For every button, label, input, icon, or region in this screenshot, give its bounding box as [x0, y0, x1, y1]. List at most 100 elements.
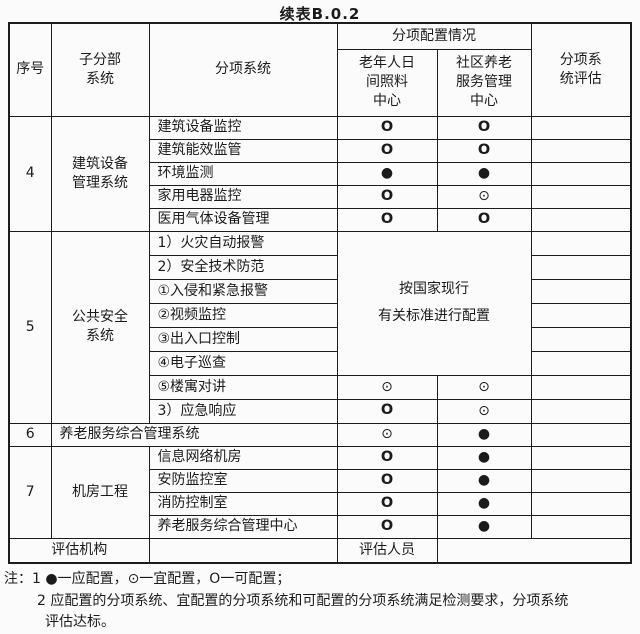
config-community-cell: O — [436, 207, 532, 232]
config-daycare-cell: O — [336, 207, 438, 232]
table-row: 养老服务综合管理中心 O ● — [9, 514, 632, 539]
config-table: 序号 子分部 系统 分项系统 分项配置情况 分项系 统评估 老年人日 间照料 中… — [8, 22, 632, 564]
config-community-cell: ● — [436, 161, 532, 186]
evaluation-cell — [530, 207, 632, 232]
config-community-cell: ● — [436, 422, 532, 447]
header-config-group: 分项配置情况 — [336, 22, 532, 50]
note-line-1: 注：1 ●一应配置，⊙一宜配置，O一可配置； — [4, 569, 640, 591]
config-daycare-cell: ● — [336, 161, 438, 186]
subsystem-cell: 环境监测 — [148, 161, 338, 186]
subsystem-cell: 2）安全技术防范 — [148, 254, 338, 280]
config-community-cell: ⊙ — [436, 374, 532, 400]
config-symbol: ● — [477, 472, 491, 489]
subsystem-cell: ③出入口控制 — [148, 326, 338, 352]
serial-cell: 4 — [8, 115, 52, 232]
config-symbol: O — [380, 118, 394, 135]
subsystem-cell: 医用气体设备管理 — [148, 207, 338, 232]
subsystem-cell: 养老服务综合管理系统 — [50, 422, 338, 447]
evaluation-cell — [530, 254, 632, 280]
config-symbol: O — [380, 448, 394, 465]
config-symbol: O — [380, 187, 394, 204]
footer-row: 评估机构 评估人员 — [8, 537, 632, 564]
subsystem-cell: 建筑设备监控 — [148, 115, 338, 140]
subdivision-cell: 公共安全 系统 — [50, 230, 150, 424]
evaluation-cell — [530, 374, 632, 400]
evaluation-org-blank-cell — [148, 537, 338, 564]
note-line-2: 2 应配置的分项系统、宜配置的分项系统和可配置的分项系统满足检测要求，分项系统 — [37, 592, 569, 609]
config-community-cell: ● — [436, 468, 532, 493]
config-symbol: O — [477, 141, 491, 158]
config-symbol: O — [477, 118, 491, 135]
config-community-cell: ⊙ — [436, 184, 532, 209]
config-symbol: O — [380, 402, 394, 419]
table-row: 2）安全技术防范 — [9, 254, 632, 280]
config-symbol: ⊙ — [478, 378, 490, 395]
evaluation-cell — [530, 184, 632, 209]
evaluation-cell — [530, 491, 632, 516]
subsystem-cell: 建筑能效监管 — [148, 138, 338, 163]
serial-cell: 6 — [8, 422, 52, 447]
config-symbol: O — [380, 141, 394, 158]
header-row-sub: 老年人日 间照料 中心 社区养老 服务管理 中心 — [9, 48, 631, 117]
subsystem-cell: 安防监控室 — [148, 468, 338, 493]
config-community-cell: ⊙ — [436, 398, 532, 424]
subsystem-cell: 养老服务综合管理中心 — [148, 514, 338, 539]
evaluation-cell — [530, 326, 632, 352]
subsystem-cell: ①入侵和紧急报警 — [148, 278, 338, 304]
config-symbol: ⊙ — [478, 188, 490, 205]
header-subdivision: 子分部 系统 — [50, 22, 150, 117]
table-row: 建筑能效监管 O O — [9, 138, 632, 163]
config-symbol: ● — [477, 495, 491, 512]
config-symbol: O — [380, 494, 394, 511]
evaluation-cell — [530, 422, 632, 447]
subsystem-cell: 信息网络机房 — [148, 445, 338, 470]
header-row-group: 序号 子分部 系统 分项系统 分项配置情况 分项系 统评估 — [8, 22, 632, 117]
evaluation-cell — [530, 138, 632, 163]
config-daycare-cell: O — [336, 468, 438, 493]
evaluation-cell — [530, 278, 632, 304]
table-row: ④电子巡查 — [9, 350, 632, 376]
config-community-cell: ● — [436, 514, 532, 539]
subsystem-cell: ⑤楼寓对讲 — [148, 374, 338, 400]
table-row: 4 建筑设备 管理系统 建筑设备监控 O O — [8, 115, 632, 232]
config-daycare-cell: O — [336, 445, 438, 470]
config-daycare-cell: O — [336, 491, 438, 516]
subsystem-cell: 消防控制室 — [148, 491, 338, 516]
config-symbol: O — [477, 210, 491, 227]
evaluation-org-label: 评估机构 — [8, 537, 150, 564]
config-daycare-cell: ⊙ — [336, 374, 438, 400]
config-symbol: ⊙ — [478, 402, 490, 419]
note-line-3: 评估达标。 — [45, 614, 115, 630]
config-daycare-cell: ⊙ — [336, 422, 438, 447]
serial-cell: 7 — [8, 445, 52, 539]
table-row: 环境监测 ● ● — [9, 161, 632, 186]
config-daycare-cell: O — [336, 514, 438, 539]
config-symbol: ⊙ — [381, 378, 393, 395]
subsystem-cell: ②视频监控 — [148, 302, 338, 328]
note-legend: 1 ●一应配置，⊙一宜配置，O一可配置； — [32, 571, 291, 587]
config-symbol: ● — [477, 426, 491, 443]
subdivision-cell: 建筑设备 管理系统 — [50, 115, 150, 232]
evaluation-cell — [530, 350, 632, 376]
evaluation-staff-blank-cell — [436, 537, 632, 564]
header-subsystem: 分项系统 — [148, 22, 338, 117]
subsystem-cell: ④电子巡查 — [148, 350, 338, 376]
evaluation-cell — [530, 115, 632, 140]
config-symbol: ⊙ — [381, 426, 393, 443]
evaluation-cell — [530, 398, 632, 424]
table-row: 5 公共安全 系统 1）火灾自动报警 按国家现行 有关标准进行配置 — [8, 230, 632, 424]
evaluation-cell — [530, 302, 632, 328]
merged-standard-note: 按国家现行 有关标准进行配置 — [336, 230, 532, 376]
table-row: 7 机房工程 信息网络机房 O ● — [8, 445, 632, 539]
table-row: ⑤楼寓对讲 ⊙ ⊙ — [9, 374, 632, 400]
config-community-cell: O — [436, 138, 532, 163]
table-row: ①入侵和紧急报警 — [9, 278, 632, 304]
header-community-center: 社区养老 服务管理 中心 — [436, 48, 532, 117]
subdivision-cell: 机房工程 — [50, 445, 150, 539]
note-prefix: 注： — [4, 571, 32, 587]
serial-cell: 5 — [8, 230, 52, 424]
header-daycare-center: 老年人日 间照料 中心 — [336, 48, 438, 117]
config-community-cell: O — [436, 115, 532, 140]
config-symbol: ● — [477, 165, 491, 182]
table-row: 3）应急响应 O ⊙ — [9, 398, 632, 424]
